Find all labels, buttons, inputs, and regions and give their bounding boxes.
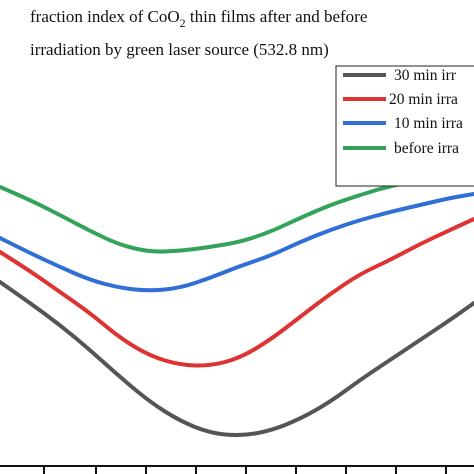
series-line-1 [0,217,474,368]
series-layer [0,168,474,438]
series-line-2 [0,192,474,293]
legend-label-20min: 20 min irra [389,91,458,108]
chart-title-line-2: irradiation by green laser source (532.8… [30,40,329,59]
series-line-0 [0,280,474,438]
x-axis [0,465,474,474]
legend-box [335,65,474,187]
legend-label-before: before irra [394,140,459,157]
chart-title-line-1: fraction index of CoO2 thin films after … [30,7,367,30]
legend: 30 min irr 20 min irra 10 min irra befor… [335,65,474,187]
legend-label-30min: 30 min irr [394,67,457,84]
legend-label-10min: 10 min irra [394,115,463,132]
